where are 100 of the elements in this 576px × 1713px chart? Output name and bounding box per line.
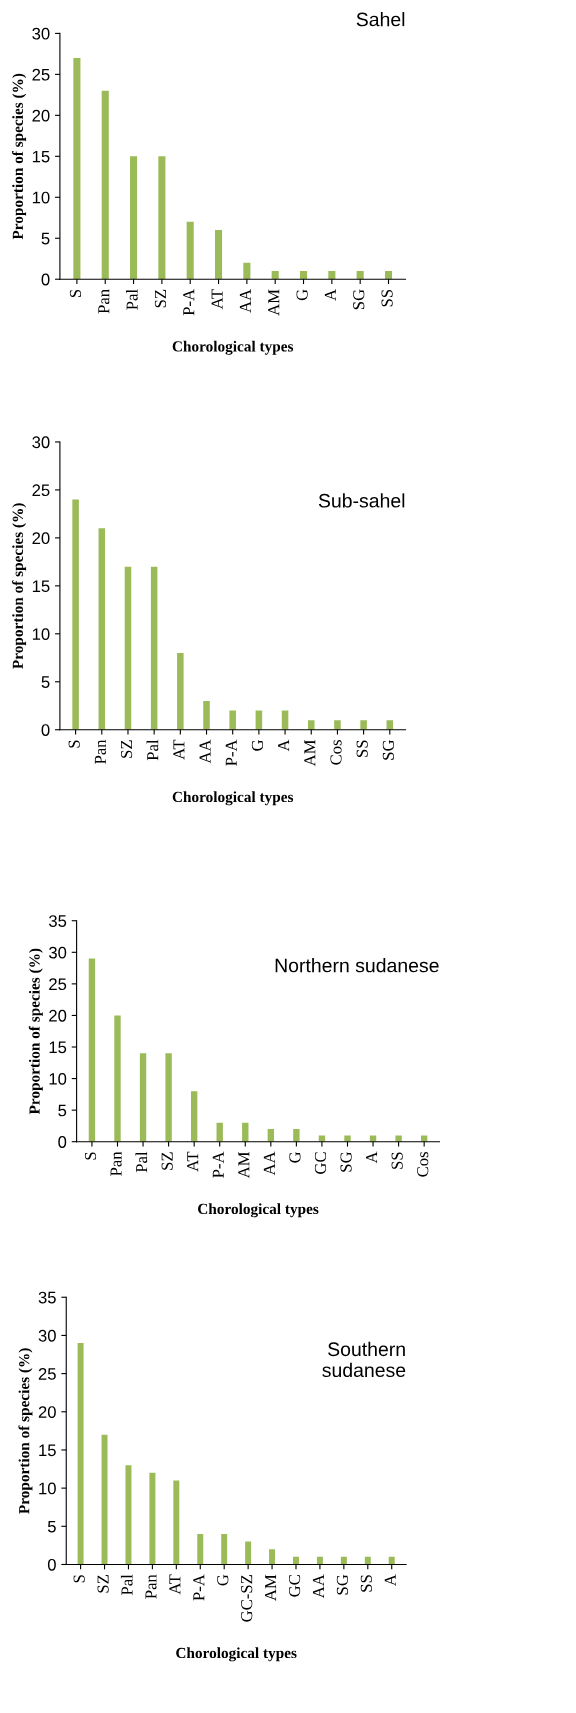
bar (360, 720, 367, 730)
x-tick-label: GC-SZ (241, 1575, 253, 1622)
y-tick-label: 30 (32, 27, 50, 40)
bar (420, 1135, 428, 1142)
bar (101, 1434, 108, 1565)
x-tick-label: SG (382, 739, 394, 760)
bar (88, 958, 96, 1142)
text: Sub-sahel (318, 493, 405, 508)
bar (149, 1472, 156, 1565)
y-tick-label: 10 (39, 1482, 56, 1495)
y-tick-label: 25 (49, 978, 67, 991)
bar (98, 528, 106, 730)
x-tick-label: SZ (161, 1152, 173, 1170)
x-tick-label: G (217, 1574, 229, 1586)
x-tick-label: Cos (330, 740, 342, 765)
y-tick-label: 30 (38, 1329, 56, 1342)
y-tick-label: 5 (41, 676, 50, 688)
x-tick-label: AT (211, 289, 223, 310)
y-tick-label: 0 (47, 1558, 56, 1571)
y-axis-title: Proportion of species (%) (28, 948, 43, 1115)
bar (364, 1556, 371, 1565)
bar (299, 271, 308, 280)
bar (150, 566, 158, 730)
y-tick-label: 5 (47, 1520, 56, 1533)
bar (203, 700, 210, 730)
x-tick-label: A (278, 739, 290, 752)
x-tick-label: AA (239, 289, 251, 313)
x-tick-label: AT (187, 1151, 199, 1172)
text: Southern sudanese (322, 1341, 406, 1378)
bar (293, 1556, 299, 1565)
x-tick-label: Pan (94, 739, 106, 764)
bar (101, 90, 109, 280)
bar (229, 710, 236, 730)
bar (340, 1556, 347, 1565)
bar (245, 1541, 252, 1565)
bar (190, 1091, 198, 1142)
x-axis-title: Chorological types (198, 1203, 319, 1218)
bar (318, 1135, 326, 1142)
y-tick-label: 25 (32, 68, 50, 81)
x-tick-label: SZ (154, 289, 167, 308)
x-tick-label: S (84, 1152, 97, 1160)
y-tick-label: 10 (32, 628, 50, 641)
x-tick-label: Pal (120, 1574, 133, 1596)
x-tick-label: SS (356, 740, 368, 757)
bar (125, 1465, 132, 1565)
x-tick-label: Pal (146, 739, 159, 761)
x-tick-label: AA (199, 739, 211, 764)
x-tick-label: SG (340, 1151, 352, 1172)
x-tick-label: SG (336, 1574, 349, 1595)
y-axis-title: Proportion of species (%) (18, 1348, 33, 1514)
y-tick-label: 0 (41, 273, 50, 286)
bar (139, 1053, 147, 1142)
bar (293, 1129, 300, 1142)
bar (307, 720, 315, 730)
x-tick-label: SS (391, 1152, 403, 1169)
x-tick-label: AM (265, 1574, 277, 1601)
x-tick-label: A (384, 1574, 396, 1587)
x-axis-title: Chorological types (176, 1647, 297, 1662)
x-tick-label: AM (238, 1151, 250, 1179)
bar (316, 1556, 323, 1565)
x-tick-label: AM (304, 739, 316, 767)
x-tick-label: A (324, 289, 336, 301)
text: Northern sudanese (275, 958, 439, 973)
y-tick-label: 5 (41, 232, 50, 245)
bar (77, 1343, 84, 1565)
y-tick-label: 20 (49, 1009, 67, 1022)
y-tick-label: 10 (32, 191, 50, 204)
y-tick-label: 0 (58, 1136, 67, 1148)
x-tick-label: P-A (183, 289, 195, 316)
chart-title: Sahel (356, 12, 405, 27)
x-tick-label: SS (381, 289, 393, 307)
bar (356, 271, 364, 280)
y-tick-label: 25 (38, 1368, 56, 1380)
y-tick-label: 35 (38, 1291, 56, 1304)
y-tick-label: 15 (32, 580, 50, 593)
x-tick-label: SZ (97, 1575, 109, 1593)
y-tick-label: 0 (41, 724, 50, 736)
x-tick-label: S (73, 1575, 85, 1583)
bar (369, 1135, 377, 1142)
bar (243, 262, 251, 280)
bar (177, 653, 184, 730)
x-tick-label: AA (312, 1574, 324, 1599)
y-tick-label: 10 (49, 1072, 67, 1085)
x-tick-label: SS (360, 1575, 372, 1592)
y-tick-label: 20 (32, 532, 50, 545)
bar (395, 1135, 402, 1142)
x-tick-label: S (69, 289, 82, 298)
x-tick-label: Pal (126, 289, 138, 310)
bar (344, 1135, 351, 1142)
bar (72, 499, 79, 730)
x-tick-label: Pan (98, 289, 110, 314)
x-tick-label: GC (288, 1575, 301, 1597)
bar (165, 1053, 172, 1142)
y-tick-label: 20 (32, 109, 50, 122)
bar (269, 1549, 276, 1565)
bar (328, 271, 336, 280)
x-tick-label: SG (353, 289, 365, 310)
x-tick-label: P-A (193, 1574, 205, 1601)
x-axis-title: Chorological types (172, 791, 294, 806)
bar (124, 566, 132, 730)
